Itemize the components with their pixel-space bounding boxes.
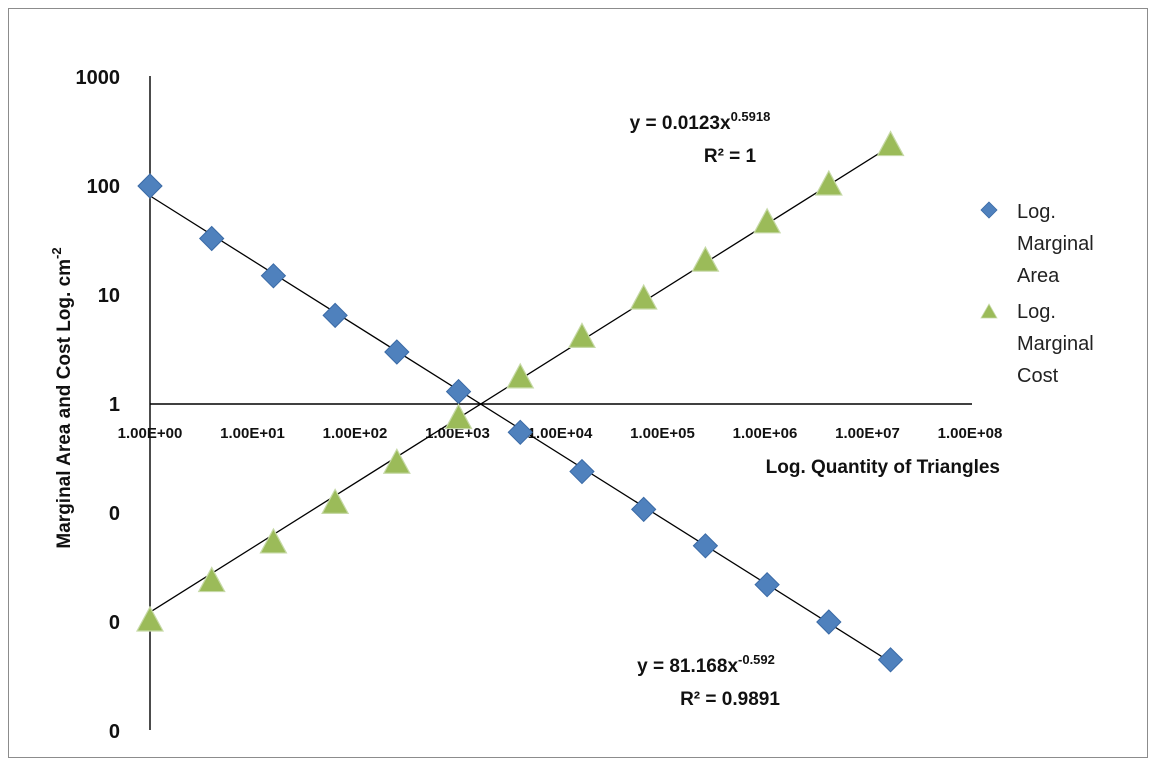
data-point-cost (321, 488, 350, 514)
data-point-cost (753, 207, 782, 234)
r2-area: R² = 0.9891 (680, 689, 780, 710)
data-point-area (384, 339, 410, 365)
y-axis-title-text: Marginal Area and Cost Log. cm (54, 259, 75, 549)
equation-area: y = 81.168x-0.592 (637, 652, 775, 677)
y-tick-label: 10 (98, 285, 120, 307)
legend-label-cost-3: Cost (1017, 365, 1059, 387)
y-axis-title-exponent: -2 (49, 247, 64, 259)
legend-label-area-3: Area (1017, 265, 1060, 287)
data-point-cost (259, 527, 288, 554)
data-point-cost (506, 362, 535, 389)
data-point-area (322, 302, 348, 329)
data-point-area (445, 378, 472, 405)
x-tick-labels: 1.00E+00 1.00E+01 1.00E+02 1.00E+03 1.00E+04… (118, 425, 1003, 442)
equation-cost-exponent: 0.5918 (731, 109, 771, 124)
data-point-area (630, 496, 657, 523)
data-point-cost (135, 605, 165, 632)
y-tick-label: 0 (109, 721, 120, 743)
x-tick-label: 1.00E+05 (630, 425, 695, 442)
equation-area-exponent: -0.592 (738, 652, 775, 667)
axes (149, 76, 972, 730)
data-point-cost (567, 322, 596, 348)
trendline-equation-cost: y = 0.0123x0.5918 R² = 1 (630, 109, 771, 167)
data-point-cost (444, 403, 473, 430)
legend-item-area[interactable]: Log. Marginal Area (980, 201, 1094, 287)
markers (135, 130, 905, 673)
legend-label-cost-1: Log. (1017, 301, 1056, 323)
data-point-area (816, 609, 842, 635)
legend-label-cost-2: Marginal (1017, 333, 1094, 355)
legend: Log. Marginal Area Log. Marginal Cost (980, 201, 1094, 387)
y-tick-label: 0 (109, 612, 120, 634)
x-tick-label: 1.00E+07 (835, 425, 900, 442)
data-point-cost (876, 130, 905, 157)
data-point-area (260, 263, 287, 289)
equation-area-base: y = 81.168x (637, 656, 738, 677)
x-tick-label: 1.00E+00 (118, 425, 183, 442)
data-point-area (569, 458, 595, 485)
x-tick-label: 1.00E+01 (220, 425, 285, 442)
data-point-area (692, 533, 719, 559)
x-tick-label: 1.00E+02 (323, 425, 388, 442)
legend-diamond-marker (980, 201, 998, 219)
y-tick-label: 1 (109, 394, 120, 416)
data-point-area (507, 419, 533, 446)
trendline-equation-area: y = 81.168x-0.592 R² = 0.9891 (637, 652, 780, 710)
y-axis-title: Marginal Area and Cost Log. cm-2 (49, 247, 75, 548)
data-point-cost (814, 169, 843, 196)
legend-label-area-2: Marginal (1017, 233, 1094, 255)
chart-frame (8, 8, 1148, 758)
data-point-area (137, 173, 163, 199)
data-point-cost (197, 566, 226, 593)
x-tick-label: 1.00E+08 (938, 425, 1003, 442)
x-tick-label: 1.00E+04 (528, 425, 593, 442)
legend-triangle-marker (980, 303, 998, 319)
equation-cost: y = 0.0123x0.5918 (630, 109, 771, 134)
y-tick-label: 1000 (76, 67, 121, 89)
legend-item-cost[interactable]: Log. Marginal Cost (980, 301, 1094, 387)
legend-label-area-1: Log. (1017, 201, 1056, 223)
data-point-area (877, 647, 904, 673)
x-axis-title: Log. Quantity of Triangles (766, 457, 1000, 478)
data-point-area (199, 225, 225, 252)
data-point-area (754, 571, 780, 598)
r2-cost: R² = 1 (704, 146, 757, 167)
y-tick-label: 100 (87, 176, 120, 198)
data-point-cost (382, 448, 411, 474)
data-point-cost (691, 245, 720, 272)
equation-cost-base: y = 0.0123x (630, 113, 731, 134)
x-tick-label: 1.00E+06 (733, 425, 798, 442)
y-tick-label: 0 (109, 503, 120, 525)
data-point-cost (629, 283, 658, 310)
